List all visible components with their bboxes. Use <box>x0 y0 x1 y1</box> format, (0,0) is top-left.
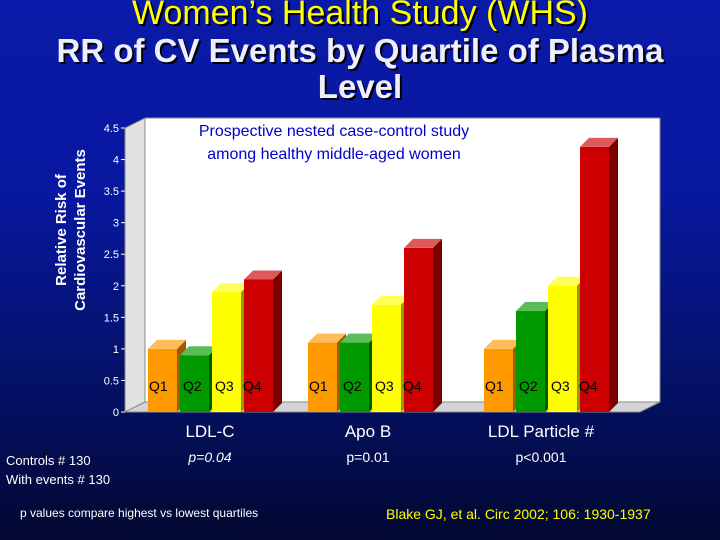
bar-apo-b-q4 <box>404 247 433 412</box>
bar-ldl-c-q3 <box>212 292 241 412</box>
quartile-label-q2: Q2 <box>519 378 538 394</box>
bar-top <box>484 339 522 349</box>
bar-top <box>244 270 282 280</box>
bar-side <box>433 238 442 412</box>
quartile-label-q1: Q1 <box>485 378 504 394</box>
subtitle-line-2: Level <box>317 68 403 105</box>
bar-ldl-c-q2 <box>180 355 209 412</box>
sample-size-note: Controls # 130 With events # 130 <box>6 451 110 489</box>
events-count: With events # 130 <box>6 472 111 487</box>
bar-apo-b-q1 <box>308 342 337 412</box>
quartile-label-q4: Q4 <box>243 378 262 394</box>
bar-apo-b-q2 <box>340 342 369 412</box>
bar-top <box>548 276 586 286</box>
quartile-label-q4: Q4 <box>403 378 422 394</box>
bar-ldl-c-q1 <box>148 348 177 412</box>
bar-ldl-particle--q1 <box>484 348 513 412</box>
quartile-label-q3: Q3 <box>215 378 234 394</box>
citation: Blake GJ, et al. Circ 2002; 106: 1930-19… <box>386 506 651 522</box>
y-tick-label: 0 <box>113 407 119 419</box>
y-axis-label-line-2: Cardiovascular Events <box>72 149 89 311</box>
y-tick-label: 1.5 <box>104 312 119 324</box>
bar-top <box>180 346 218 356</box>
quartile-label-q4: Q4 <box>579 378 598 394</box>
y-tick-label: 4.5 <box>104 123 119 135</box>
quartile-label-q1: Q1 <box>309 378 328 394</box>
bar-side <box>609 137 618 412</box>
y-tick-label: 0.5 <box>104 375 119 387</box>
quartile-label-q2: Q2 <box>343 378 362 394</box>
y-tick-label: 2 <box>113 281 119 293</box>
bar-top <box>212 283 250 293</box>
y-tick-label: 1 <box>113 344 119 356</box>
y-tick-label: 4 <box>113 155 119 167</box>
chart-annotation-line-2: among healthy middle-aged women <box>207 146 460 163</box>
bar-ldl-particle--q4 <box>580 146 609 412</box>
bar-top <box>308 333 346 343</box>
bar-ldl-particle--q2 <box>516 311 545 412</box>
y-tick-label: 3.5 <box>104 186 119 198</box>
p-value-1: p=0.04 <box>187 449 231 465</box>
group-label-1: LDL-C <box>185 422 234 441</box>
subtitle-line-1: RR of CV Events by Quartile of Plasma <box>56 32 664 69</box>
y-axis-label-line-1: Relative Risk of <box>53 173 70 286</box>
bar-ldl-particle--q3 <box>548 285 577 412</box>
bar-top <box>148 339 186 349</box>
group-label-2: Apo B <box>345 422 391 441</box>
bar-top <box>340 333 378 343</box>
p-value-footnote: p values compare highest vs lowest quart… <box>20 506 259 520</box>
bar-top <box>516 302 554 312</box>
chart-left-wall <box>124 117 146 413</box>
bar-top <box>580 137 618 147</box>
slide-title: Women’s Health Study (WHS) <box>132 0 588 32</box>
quartile-label-q2: Q2 <box>183 378 202 394</box>
p-value-2: p=0.01 <box>346 449 389 465</box>
quartile-label-q1: Q1 <box>149 378 168 394</box>
bar-side <box>273 270 282 412</box>
y-tick-label: 3 <box>113 218 119 230</box>
bar-apo-b-q3 <box>372 304 401 412</box>
p-value-3: p<0.001 <box>516 449 567 465</box>
bar-top <box>404 238 442 248</box>
group-label-3: LDL Particle # <box>488 422 595 441</box>
quartile-label-q3: Q3 <box>375 378 394 394</box>
bar-top <box>372 295 410 305</box>
y-tick-label: 2.5 <box>104 249 119 261</box>
slide-subtitle: RR of CV Events by Quartile of Plasma Le… <box>0 33 720 105</box>
quartile-label-q3: Q3 <box>551 378 570 394</box>
controls-count: Controls # 130 <box>6 453 91 468</box>
chart-annotation-line-1: Prospective nested case-control study <box>199 123 469 140</box>
bar-ldl-c-q4 <box>244 279 273 412</box>
